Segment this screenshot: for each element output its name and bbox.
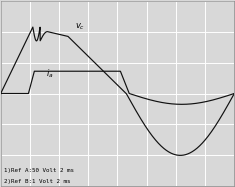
Text: 1)Ref A:50 Volt 2 ms: 1)Ref A:50 Volt 2 ms bbox=[4, 168, 74, 173]
Text: 2)Ref B:1 Volt 2 ms: 2)Ref B:1 Volt 2 ms bbox=[4, 179, 70, 184]
Text: $i_a$: $i_a$ bbox=[46, 68, 54, 80]
Text: $v_c$: $v_c$ bbox=[75, 22, 85, 32]
